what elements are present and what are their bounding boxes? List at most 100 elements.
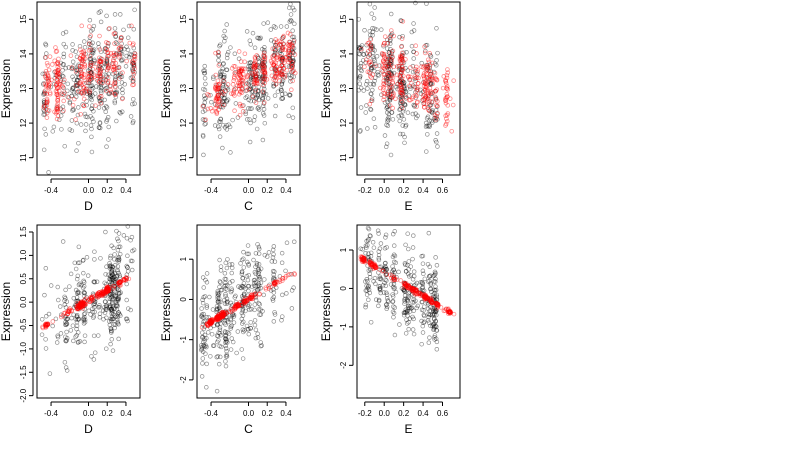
data-point-black: [91, 109, 96, 114]
data-point-red: [381, 94, 387, 100]
data-point-black: [411, 308, 416, 313]
data-point-red: [221, 102, 226, 108]
data-point-black: [403, 89, 408, 95]
data-point-red: [55, 98, 60, 103]
data-point-black: [418, 91, 424, 97]
data-point-black: [116, 231, 122, 236]
data-point-black: [368, 107, 374, 113]
data-point-red: [280, 46, 286, 52]
data-point-black: [220, 81, 226, 87]
data-point-red: [280, 47, 285, 53]
data-point-black: [403, 65, 408, 71]
x-tick-label: 0.0: [83, 186, 95, 195]
data-point-black: [106, 91, 111, 96]
data-point-red: [261, 100, 267, 105]
data-point-black: [253, 327, 259, 333]
data-point-black: [253, 73, 259, 78]
data-point-red: [236, 77, 242, 82]
data-point-black: [76, 140, 81, 146]
data-point-red: [78, 111, 83, 117]
data-point-black: [279, 59, 285, 64]
data-point-red: [282, 47, 288, 53]
data-point-black: [109, 309, 114, 314]
data-point-red: [253, 100, 259, 106]
data-point-black: [396, 269, 401, 275]
data-point-black: [423, 43, 429, 48]
data-point-black: [372, 26, 377, 31]
data-point-red: [54, 48, 60, 54]
data-point-red: [450, 102, 456, 108]
data-point-black: [107, 276, 113, 282]
data-point-black: [60, 104, 66, 110]
data-point-red: [236, 80, 241, 86]
y-tick-label: 0: [179, 297, 188, 302]
data-point-black: [68, 328, 74, 333]
data-point-red: [274, 70, 280, 75]
data-point-black: [385, 99, 390, 104]
data-point-red: [400, 60, 405, 65]
data-point-black: [82, 298, 87, 303]
data-point-red: [443, 79, 449, 84]
data-point-black: [97, 315, 103, 320]
data-point-red: [245, 72, 251, 78]
data-point-black: [90, 93, 95, 98]
data-point-red: [271, 61, 277, 66]
data-point-red: [274, 75, 279, 80]
data-point-red: [253, 63, 259, 69]
data-point-black: [70, 106, 76, 112]
data-point-black: [92, 301, 97, 306]
data-point-black: [63, 322, 68, 328]
data-point-black: [75, 298, 80, 304]
data-point-black: [74, 326, 79, 332]
data-point-black: [118, 12, 123, 17]
data-point-red: [86, 70, 91, 76]
data-point-red: [262, 67, 267, 73]
data-point-black: [377, 63, 382, 68]
data-point-black: [262, 70, 267, 76]
data-point-black: [384, 122, 389, 128]
data-point-black: [61, 51, 67, 57]
data-point-red: [252, 56, 258, 61]
data-point-red: [88, 33, 93, 38]
data-point-black: [288, 17, 293, 23]
data-point-red: [387, 35, 393, 40]
data-point-black: [91, 297, 97, 302]
data-point-black: [218, 71, 223, 77]
data-point-black: [107, 296, 113, 301]
data-point-black: [64, 321, 70, 327]
data-point-black: [262, 63, 267, 69]
data-point-red: [47, 54, 53, 59]
x-tick-label: 0.4: [120, 409, 132, 418]
data-point-black: [403, 96, 409, 101]
data-point-black: [112, 270, 118, 276]
data-point-black: [252, 66, 257, 71]
data-point-black: [384, 77, 390, 82]
data-point-black: [103, 299, 108, 305]
data-point-black: [124, 281, 129, 287]
data-point-black: [268, 38, 274, 43]
data-point-red: [70, 102, 76, 108]
data-point-black: [426, 76, 431, 81]
data-point-red: [60, 84, 66, 90]
x-tick-label: 0.0: [379, 409, 391, 418]
data-point-black: [99, 66, 104, 71]
data-point-red: [415, 81, 421, 86]
data-point-black: [427, 103, 433, 108]
data-point-black: [261, 54, 267, 59]
data-point-black: [371, 116, 377, 121]
data-point-red: [68, 53, 74, 58]
data-point-red: [252, 64, 257, 69]
data-point-black: [66, 65, 72, 70]
data-point-black: [217, 257, 222, 263]
data-point-black: [278, 24, 284, 29]
data-point-red: [238, 73, 244, 78]
data-point-red: [422, 105, 427, 110]
data-point-black: [369, 98, 375, 104]
data-point-black: [116, 257, 121, 263]
data-point-black: [79, 91, 84, 96]
data-point-black: [250, 74, 256, 80]
data-point-red: [241, 75, 246, 81]
data-point-red: [107, 26, 112, 31]
data-point-red: [262, 65, 267, 71]
data-point-black: [403, 122, 409, 128]
